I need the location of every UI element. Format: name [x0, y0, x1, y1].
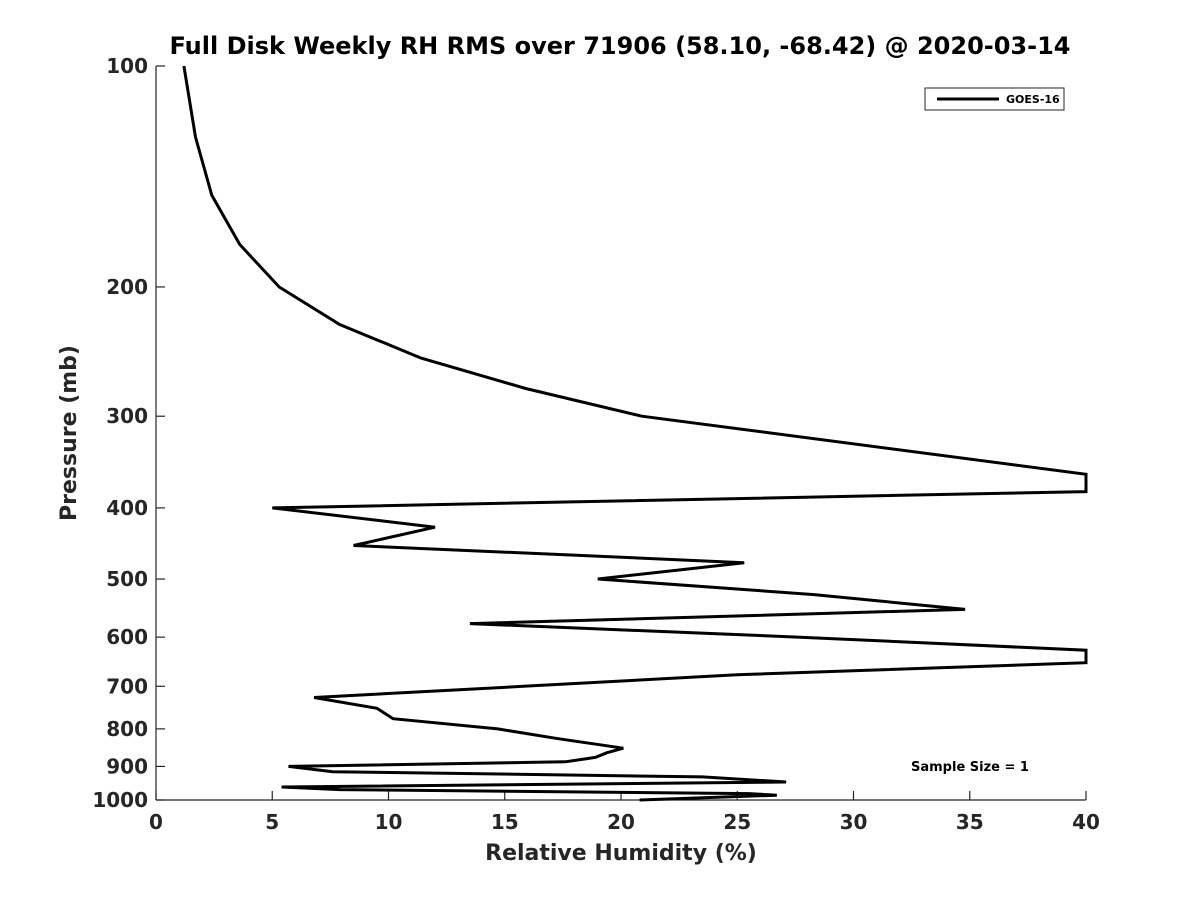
y-ticks: 100 200 300 400 500 600 700 800 900 1000: [92, 54, 165, 812]
sample-size-annotation: Sample Size = 1: [911, 760, 1029, 775]
y-tick-label: 100: [106, 54, 148, 78]
y-tick-label: 500: [106, 567, 148, 591]
x-tick-label: 40: [1072, 810, 1100, 834]
x-tick-label: 25: [723, 810, 751, 834]
y-tick-label: 300: [106, 404, 148, 428]
x-tick-label: 20: [607, 810, 635, 834]
x-axis-label: Relative Humidity (%): [485, 841, 757, 866]
x-tick-label: 35: [956, 810, 984, 834]
series-layer: [182, 65, 1088, 802]
x-tick-label: 30: [840, 810, 868, 834]
x-tick-label: 0: [149, 810, 163, 834]
y-tick-label: 800: [106, 717, 148, 741]
plot-area: 0 5 10 15 20 25 30 35 40 100 200 300 400 500 600 700 80…: [92, 54, 1100, 834]
y-tick-label: 400: [106, 496, 148, 520]
y-tick-label: 1000: [92, 788, 148, 812]
legend: GOES-16: [924, 87, 1065, 111]
series-line-goes-16: [182, 65, 1088, 802]
y-tick-label: 900: [106, 754, 148, 778]
chart-title: Full Disk Weekly RH RMS over 71906 (58.1…: [169, 32, 1070, 60]
y-tick-label: 600: [106, 625, 148, 649]
x-tick-label: 5: [265, 810, 279, 834]
y-tick-label: 200: [106, 275, 148, 299]
x-tick-label: 15: [491, 810, 519, 834]
y-axis-label: Pressure (mb): [57, 345, 82, 521]
x-tick-label: 10: [375, 810, 403, 834]
y-tick-label: 700: [106, 674, 148, 698]
legend-label-goes-16: GOES-16: [1006, 93, 1060, 106]
